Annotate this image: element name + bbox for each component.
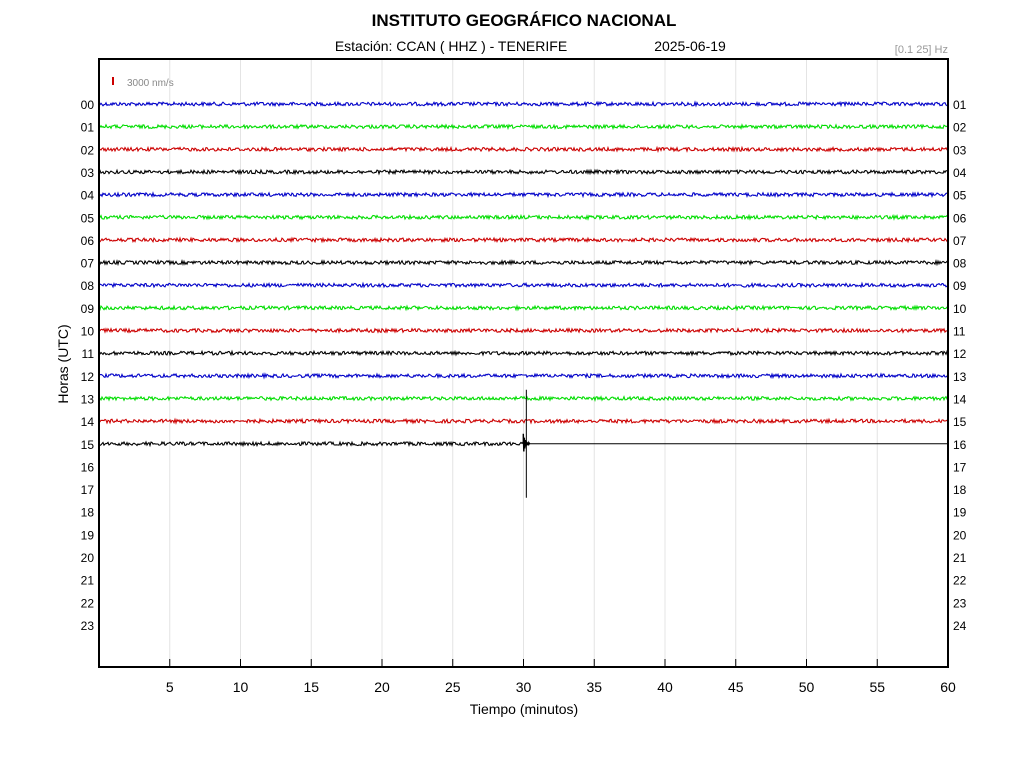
x-tick-label: 25 (445, 679, 461, 695)
trace-hour-02 (99, 145, 949, 154)
right-hour-label: 12 (953, 347, 967, 361)
right-hour-label: 15 (953, 415, 967, 429)
right-hour-label: 21 (953, 551, 967, 565)
trace-hour-11 (98, 349, 949, 357)
chart-title: INSTITUTO GEOGRÁFICO NACIONAL (372, 11, 677, 30)
x-tick-label: 45 (728, 679, 744, 695)
trace-hour-08 (98, 281, 949, 289)
scale-label: 3000 nm/s (127, 78, 174, 89)
right-hour-label: 24 (953, 619, 967, 633)
left-hour-label: 22 (81, 596, 95, 610)
right-hour-label: 03 (953, 143, 967, 157)
x-axis-label: Tiempo (minutos) (470, 701, 578, 717)
trace-hour-09 (98, 304, 949, 312)
left-hour-label: 19 (81, 528, 95, 542)
left-hour-label: 11 (82, 347, 95, 361)
x-tick-label: 50 (799, 679, 815, 695)
x-tick-label: 5 (166, 679, 174, 695)
x-tick-label: 15 (303, 679, 319, 695)
x-axis: 5 10 15 20 25 30 35 40 45 50 55 60 (166, 659, 956, 695)
left-hour-label: 10 (81, 325, 95, 339)
left-hour-label: 14 (81, 415, 95, 429)
right-hour-label: 07 (953, 234, 967, 248)
left-hour-label: 15 (81, 438, 95, 452)
trace-hour-13 (98, 395, 949, 402)
event-waveform (522, 433, 531, 452)
x-tick-label: 10 (233, 679, 249, 695)
left-hour-label: 04 (81, 189, 95, 203)
left-hour-label: 20 (81, 551, 95, 565)
left-hour-label: 07 (81, 257, 95, 271)
scale-bar (112, 77, 114, 85)
trace-hour-15 (98, 440, 526, 448)
left-hour-label: 17 (81, 483, 95, 497)
left-hour-label: 09 (81, 302, 95, 316)
left-hour-label: 18 (81, 506, 95, 520)
right-hour-label: 11 (953, 325, 966, 339)
x-tick-label: 60 (940, 679, 956, 695)
trace-hour-06 (98, 236, 949, 244)
trace-hour-10 (98, 326, 949, 334)
trace-group (98, 100, 949, 448)
right-hour-label: 05 (953, 189, 967, 203)
plot-frame (98, 58, 949, 668)
left-hour-label: 13 (81, 392, 95, 406)
station-label: Estación: CCAN ( HHZ ) - TENERIFE (335, 38, 567, 54)
left-hour-label: 01 (81, 121, 95, 135)
grid-lines (169, 60, 878, 666)
right-hour-label: 08 (953, 257, 967, 271)
right-hour-label: 10 (953, 302, 967, 316)
left-hour-label: 02 (81, 143, 95, 157)
trace-hour-01 (98, 123, 948, 131)
right-hour-label: 02 (953, 121, 967, 135)
trace-hour-07 (98, 258, 948, 267)
right-hour-label: 20 (953, 528, 967, 542)
trace-hour-03 (98, 168, 949, 176)
right-hour-label: 17 (953, 460, 967, 474)
event-marker (522, 389, 948, 498)
trace-hour-05 (98, 213, 949, 221)
trace-hour-12 (98, 372, 949, 380)
x-tick-label: 35 (586, 679, 602, 695)
left-hour-label: 16 (81, 460, 95, 474)
filter-label: [0.1 25] Hz (895, 44, 948, 56)
right-hour-label: 04 (953, 166, 967, 180)
trace-hour-00 (98, 100, 949, 108)
right-hour-axis: 01 02 03 04 05 06 07 08 09 10 11 12 13 14 15 16 17 18 19 20… (953, 98, 967, 633)
right-hour-label: 01 (953, 98, 967, 112)
left-hour-label: 12 (81, 370, 95, 384)
date-label: 2025-06-19 (654, 38, 726, 54)
right-hour-label: 16 (953, 438, 967, 452)
left-hour-label: 03 (81, 166, 95, 180)
left-hour-label: 23 (81, 619, 95, 633)
x-tick-label: 55 (869, 679, 885, 695)
right-hour-label: 14 (953, 392, 967, 406)
right-hour-label: 19 (953, 506, 967, 520)
trace-hour-14 (98, 417, 949, 425)
x-tick-label: 20 (374, 679, 390, 695)
left-hour-axis: 00 01 02 03 04 05 06 07 08 09 10 11 12 13 14 15 16 17 18 19… (81, 98, 95, 633)
right-hour-label: 06 (953, 211, 967, 225)
left-hour-label: 21 (81, 574, 95, 588)
left-hour-label: 08 (81, 279, 95, 293)
right-hour-label: 22 (953, 574, 967, 588)
x-tick-label: 40 (657, 679, 673, 695)
right-hour-label: 09 (953, 279, 967, 293)
trace-hour-04 (98, 191, 949, 199)
right-hour-label: 13 (953, 370, 967, 384)
left-hour-label: 05 (81, 211, 95, 225)
left-hour-label: 00 (81, 98, 95, 112)
right-hour-label: 18 (953, 483, 967, 497)
x-tick-label: 30 (516, 679, 532, 695)
right-hour-label: 23 (953, 596, 967, 610)
y-axis-label: Horas (UTC) (55, 324, 71, 403)
left-hour-label: 06 (81, 234, 95, 248)
